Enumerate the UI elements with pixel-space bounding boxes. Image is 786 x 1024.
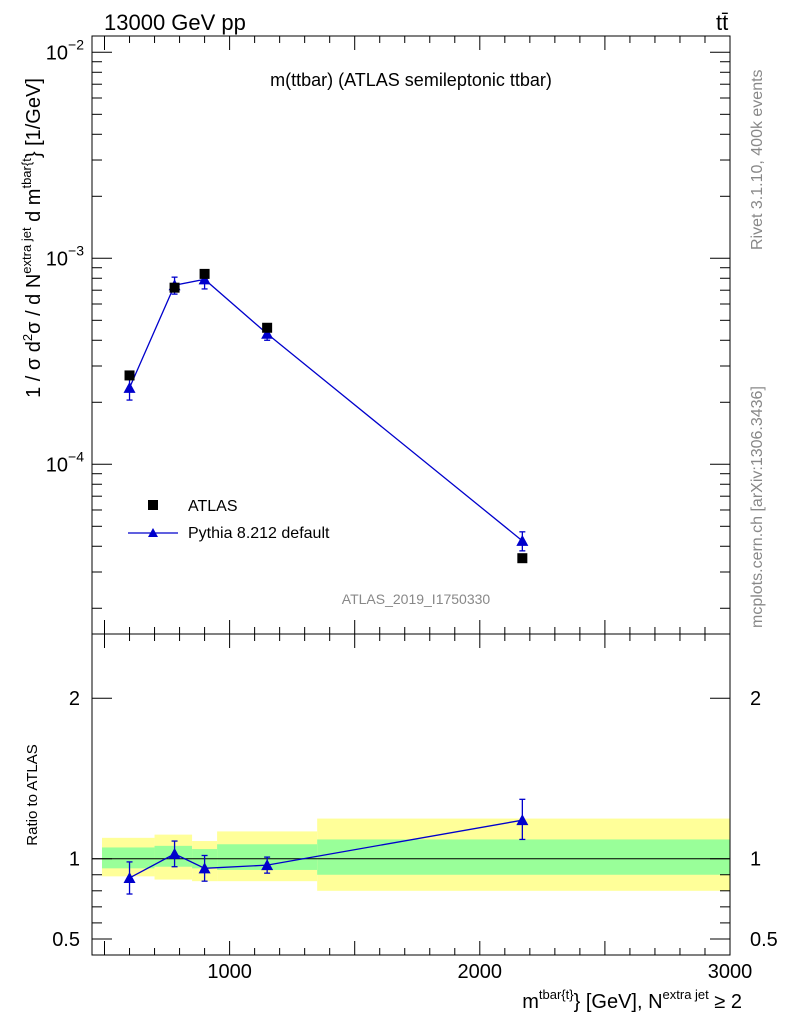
plot-title: m(ttbar) (ATLAS semileptonic ttbar) [270, 70, 552, 90]
ratio-mc-series [123, 798, 529, 895]
ratio-mc-point [198, 862, 211, 874]
legend: ATLAS Pythia 8.212 default [128, 498, 330, 542]
main-ytick-label: 10−4 [46, 448, 84, 476]
ratio-ylabel: Ratio to ATLAS [24, 744, 41, 845]
energy-label: 13000 GeV pp [104, 10, 246, 35]
ratio-ytick-label-right: 1 [750, 849, 761, 871]
ratio-ticks [92, 634, 731, 955]
data-point [199, 268, 210, 279]
mcplots-label: mcplots.cern.ch [arXiv:1306.3436] [749, 386, 766, 628]
ratio-mc-point [168, 847, 181, 859]
mc-series [123, 270, 529, 552]
band-inner [317, 839, 730, 875]
ratio-mc-point [123, 871, 136, 883]
process-label: tt̄ [716, 10, 728, 35]
main-frame [91, 35, 731, 635]
ratio-ytick-labels: 0.5 0.5 1 1 2 2 [52, 688, 778, 951]
analysis-watermark: ATLAS_2019_I1750330 [342, 591, 491, 607]
ratio-ytick-label: 1 [69, 849, 80, 871]
band-inner [102, 847, 155, 869]
x-tick-label: 3000 [708, 961, 753, 983]
main-panel: 10−4 10−3 10−2 m(ttbar) (ATLAS semileptoni… [19, 35, 731, 635]
x-tick-label: 2000 [458, 961, 503, 983]
ratio-panel: 0.5 0.5 1 1 2 2 1000 2000 3000 Ratio to ATLAS m… [24, 633, 778, 1013]
ratio-ytick-label-right: 2 [750, 688, 761, 710]
main-ticks [92, 36, 731, 634]
legend-mc-label: Pythia 8.212 default [188, 525, 330, 542]
legend-mc-marker [148, 528, 158, 537]
ratio-mc-point [261, 859, 274, 871]
x-tick-label: 1000 [207, 961, 252, 983]
mc-point [123, 381, 136, 393]
main-ytick-label: 10−3 [46, 242, 84, 270]
ratio-bands [102, 818, 730, 891]
mc-point [516, 534, 529, 546]
data-point [124, 370, 135, 381]
ratio-ytick-label-right: 0.5 [750, 929, 778, 951]
data-point [169, 282, 180, 293]
legend-data-marker [148, 500, 158, 510]
main-ytick-label: 10−2 [46, 36, 84, 64]
mc-point [261, 327, 274, 339]
x-tick-labels: 1000 2000 3000 [207, 961, 752, 983]
main-ylabel: 1 / σ d2σ / d Nextra jet d mtbar{t} [1/G… [19, 78, 45, 398]
data-point [262, 322, 273, 333]
ratio-mc-point [516, 814, 529, 826]
ratio-ytick-label: 0.5 [52, 929, 80, 951]
main-ytick-labels: 10−4 10−3 10−2 [46, 36, 84, 476]
ratio-ytick-label: 2 [69, 688, 80, 710]
data-series [124, 268, 528, 564]
legend-data-label: ATLAS [188, 498, 238, 515]
x-axis-label: mtbar{t}} [GeV], Nextra jet ≥ 2 [522, 987, 742, 1013]
rivet-label: Rivet 3.1.10, 400k events [749, 69, 766, 250]
ratio-frame [91, 633, 731, 956]
data-point [517, 553, 528, 564]
